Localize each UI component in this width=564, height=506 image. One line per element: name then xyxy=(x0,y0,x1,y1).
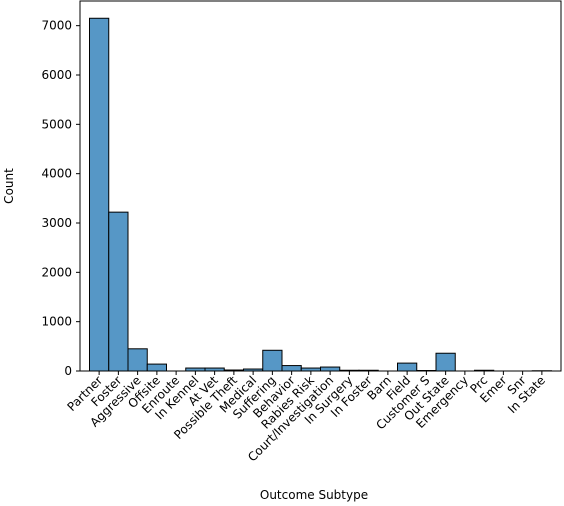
bar-foster xyxy=(108,211,129,372)
y-tick-label: 1000 xyxy=(41,315,72,329)
y-tick-label: 2000 xyxy=(41,265,72,279)
y-tick-label: 6000 xyxy=(41,68,72,82)
plot-frame xyxy=(79,0,562,372)
bar-field xyxy=(397,362,418,372)
y-tick-label: 3000 xyxy=(41,216,72,230)
bar-aggressive xyxy=(127,348,148,372)
x-axis: PartnerFosterAggressiveOffsiteEnrouteIn … xyxy=(64,371,548,464)
bar-court-investigation xyxy=(320,366,341,372)
x-axis-label: Outcome Subtype xyxy=(260,488,368,502)
y-tick-label: 5000 xyxy=(41,117,72,131)
bar-offsite xyxy=(146,363,167,372)
y-tick-label: 0 xyxy=(64,364,72,378)
bars-group xyxy=(89,17,552,372)
y-tick-label: 4000 xyxy=(41,167,72,181)
bar-out-state xyxy=(435,352,456,372)
bar-partner xyxy=(89,17,110,372)
y-axis: 0 1000 2000 3000 4000 5000 6000 7000 xyxy=(41,19,80,378)
bar-behavior xyxy=(281,365,302,372)
y-tick-label: 7000 xyxy=(41,19,72,33)
y-axis-label: Count xyxy=(2,168,16,204)
bar-suffering xyxy=(262,349,283,372)
